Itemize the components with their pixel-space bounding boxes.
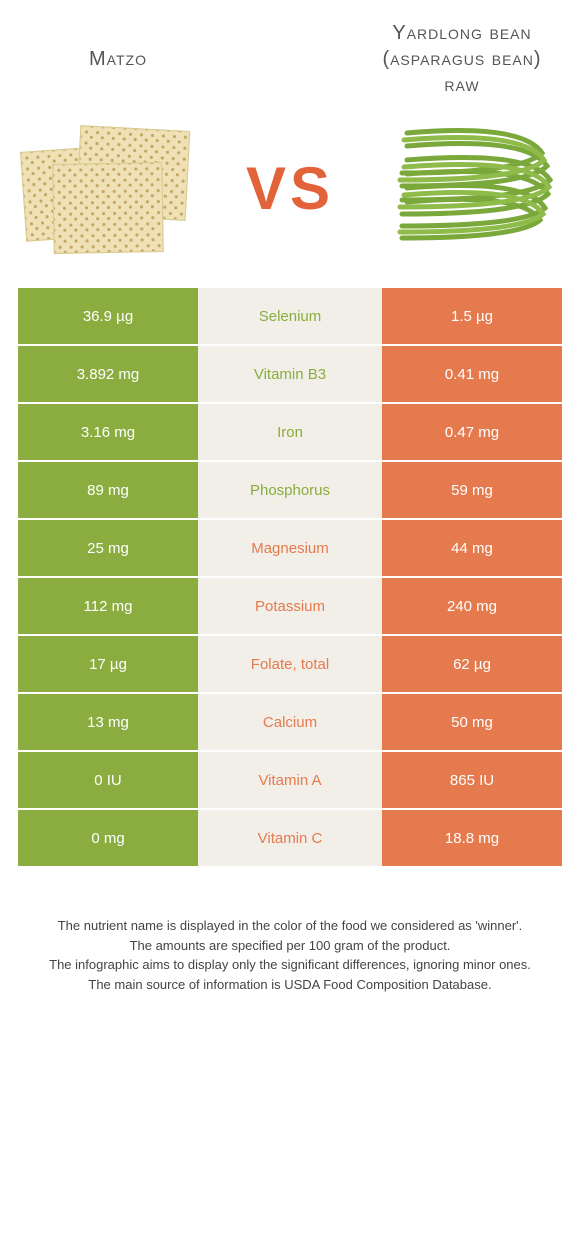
vs-row: VS [18, 118, 562, 258]
vs-label: VS [198, 154, 382, 223]
nutrient-value-left: 36.9 µg [18, 288, 198, 344]
nutrient-value-right: 1.5 µg [382, 288, 562, 344]
nutrient-value-left: 3.16 mg [18, 404, 198, 460]
nutrient-value-right: 59 mg [382, 462, 562, 518]
nutrient-value-left: 17 µg [18, 636, 198, 692]
nutrient-value-right: 240 mg [382, 578, 562, 634]
nutrient-table: 36.9 µgSelenium1.5 µg3.892 mgVitamin B30… [18, 288, 562, 866]
nutrient-value-right: 0.41 mg [382, 346, 562, 402]
nutrient-value-right: 50 mg [382, 694, 562, 750]
nutrient-value-left: 0 IU [18, 752, 198, 808]
table-row: 89 mgPhosphorus59 mg [18, 462, 562, 518]
nutrient-name: Selenium [198, 288, 382, 344]
footer-line: The infographic aims to display only the… [28, 955, 552, 975]
nutrient-name: Phosphorus [198, 462, 382, 518]
nutrient-name: Vitamin B3 [198, 346, 382, 402]
food-image-right [382, 118, 562, 258]
nutrient-value-right: 18.8 mg [382, 810, 562, 866]
table-row: 36.9 µgSelenium1.5 µg [18, 288, 562, 344]
food-title-left: Matzo [18, 46, 218, 72]
infographic-container: Matzo Yardlong bean (asparagus bean) raw… [0, 0, 580, 1014]
table-row: 13 mgCalcium50 mg [18, 694, 562, 750]
table-row: 0 IUVitamin A865 IU [18, 752, 562, 808]
titles-row: Matzo Yardlong bean (asparagus bean) raw [18, 20, 562, 98]
food-title-right: Yardlong bean (asparagus bean) raw [362, 20, 562, 98]
nutrient-name: Vitamin A [198, 752, 382, 808]
beans-icon [382, 118, 562, 258]
nutrient-value-left: 112 mg [18, 578, 198, 634]
nutrient-name: Potassium [198, 578, 382, 634]
table-row: 3.16 mgIron0.47 mg [18, 404, 562, 460]
nutrient-value-left: 89 mg [18, 462, 198, 518]
footer-line: The main source of information is USDA F… [28, 975, 552, 995]
nutrient-value-right: 44 mg [382, 520, 562, 576]
nutrient-name: Calcium [198, 694, 382, 750]
nutrient-value-right: 62 µg [382, 636, 562, 692]
nutrient-value-left: 3.892 mg [18, 346, 198, 402]
footer-line: The nutrient name is displayed in the co… [28, 916, 552, 936]
table-row: 25 mgMagnesium44 mg [18, 520, 562, 576]
food-image-left [18, 118, 198, 258]
table-row: 0 mgVitamin C18.8 mg [18, 810, 562, 866]
table-row: 3.892 mgVitamin B30.41 mg [18, 346, 562, 402]
footer-notes: The nutrient name is displayed in the co… [18, 916, 562, 994]
matzo-icon [23, 128, 193, 248]
nutrient-value-right: 865 IU [382, 752, 562, 808]
nutrient-value-right: 0.47 mg [382, 404, 562, 460]
nutrient-value-left: 25 mg [18, 520, 198, 576]
table-row: 112 mgPotassium240 mg [18, 578, 562, 634]
nutrient-name: Iron [198, 404, 382, 460]
nutrient-value-left: 0 mg [18, 810, 198, 866]
footer-line: The amounts are specified per 100 gram o… [28, 936, 552, 956]
nutrient-value-left: 13 mg [18, 694, 198, 750]
nutrient-name: Vitamin C [198, 810, 382, 866]
nutrient-name: Magnesium [198, 520, 382, 576]
table-row: 17 µgFolate, total62 µg [18, 636, 562, 692]
nutrient-name: Folate, total [198, 636, 382, 692]
